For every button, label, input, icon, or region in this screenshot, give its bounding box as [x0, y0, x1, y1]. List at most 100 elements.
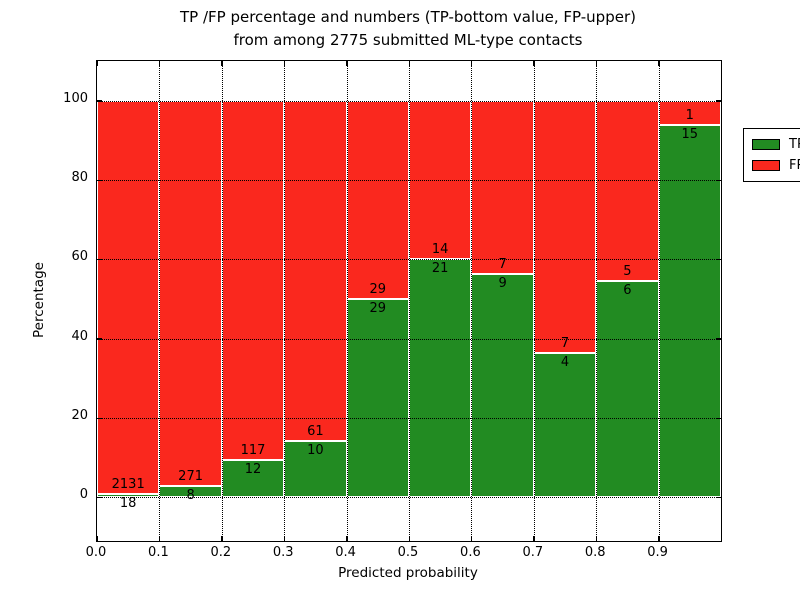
chart-title-line1: TP /FP percentage and numbers (TP-bottom… — [180, 8, 636, 26]
x-tick-mark — [283, 61, 286, 66]
x-tick-mark — [283, 536, 286, 541]
fp-count-label: 271 — [178, 468, 204, 484]
y-tick-mark — [97, 338, 102, 340]
tp-count-label: 15 — [681, 127, 699, 143]
tp-count-label: 21 — [431, 261, 449, 277]
fp-count-label: 117 — [240, 443, 266, 459]
tp-count-label: 4 — [560, 355, 570, 371]
v-gridline — [159, 61, 161, 541]
y-axis-label: Percentage — [31, 262, 47, 338]
tp-count-label: 6 — [623, 282, 632, 298]
x-tick-mark — [470, 61, 473, 66]
y-tick-mark — [97, 100, 102, 102]
tp-bar-segment — [409, 259, 472, 498]
x-tick-mark — [595, 61, 598, 66]
legend-item-fp: FP — [752, 155, 800, 176]
v-gridline — [284, 61, 286, 541]
x-tick-label: 0.7 — [522, 545, 544, 560]
fp-bar-segment — [533, 100, 597, 354]
bar-labels-layer: 2131 18 271 8 117 12 61 10 29 29 14 21 7 9 7 4 5 6 1 15 — [97, 61, 721, 541]
x-tick-label: 0.8 — [584, 545, 606, 560]
x-tick-mark — [221, 536, 223, 541]
x-tick-label: 0.1 — [148, 545, 169, 560]
y-tick-label: 60 — [71, 249, 88, 265]
fp-legend-label: FP — [789, 158, 800, 173]
tp-count-label: 18 — [119, 496, 137, 512]
v-gridline — [346, 61, 348, 541]
x-tick-mark — [595, 536, 598, 541]
x-tick-mark — [408, 61, 410, 66]
chart-title-line2: from among 2775 submitted ML-type contac… — [233, 31, 583, 49]
tp-legend-label: TP — [789, 137, 800, 152]
grid-layer — [97, 61, 721, 541]
x-tick-mark — [221, 61, 223, 66]
x-tick-mark — [470, 536, 473, 541]
y-tick-mark — [97, 179, 102, 181]
y-tick-label: 80 — [71, 170, 88, 185]
ticks-layer — [96, 61, 721, 541]
fp-count-label: 2131 — [111, 477, 145, 493]
x-tick-mark — [96, 536, 98, 541]
tp-bar-segment — [97, 494, 160, 498]
x-tick-mark — [658, 536, 660, 541]
fp-count-label: 5 — [623, 263, 632, 279]
tp-legend-swatch — [752, 139, 780, 150]
bars-layer — [97, 61, 721, 541]
fp-bar-segment — [221, 100, 285, 461]
x-tick-label: 0.9 — [647, 545, 668, 560]
x-tick-mark — [533, 536, 535, 541]
x-tick-mark — [658, 61, 660, 66]
x-tick-mark — [158, 61, 161, 66]
fp-count-label: 7 — [498, 257, 507, 273]
fp-count-label: 1 — [685, 108, 694, 124]
fp-bar-segment — [658, 100, 721, 126]
v-gridline — [409, 61, 410, 541]
tp-count-label: 8 — [186, 487, 195, 503]
y-tick-mark — [97, 496, 102, 499]
y-tick-mark — [716, 338, 721, 340]
v-gridline — [533, 61, 535, 541]
y-tick-label: 20 — [71, 408, 88, 424]
fp-bar-segment — [284, 100, 347, 442]
y-tick-mark — [716, 496, 721, 499]
v-gridline — [596, 61, 598, 541]
x-axis-label: Predicted probability — [338, 565, 478, 581]
x-tick-label: 0.4 — [335, 545, 356, 560]
x-tick-mark — [346, 536, 348, 541]
legend-item-tp: TP — [752, 134, 800, 155]
fp-bar-segment — [159, 100, 222, 486]
tp-bar-segment — [221, 460, 285, 498]
fp-count-label: 61 — [307, 424, 324, 440]
y-tick-mark — [716, 100, 721, 102]
fp-count-label: 29 — [369, 282, 387, 298]
tp-count-label: 9 — [498, 276, 507, 292]
x-tick-label: 0.5 — [397, 545, 419, 560]
y-tick-mark — [716, 179, 721, 181]
tp-bar-segment — [471, 274, 534, 498]
tp-count-label: 12 — [244, 462, 262, 478]
y-tick-mark — [716, 258, 721, 261]
x-tick-label: 0.6 — [460, 545, 481, 560]
x-tick-mark — [346, 61, 348, 66]
tp-count-label: 29 — [369, 301, 387, 317]
y-tick-mark — [97, 258, 102, 261]
chart-title: TP /FP percentage and numbers (TP-bottom… — [96, 6, 720, 52]
fp-bar-segment — [97, 100, 160, 495]
v-gridline — [471, 61, 473, 541]
legend: TP FP — [743, 128, 800, 182]
y-tick-label: 0 — [79, 487, 88, 503]
fp-count-label: 14 — [431, 242, 449, 258]
v-gridline — [221, 61, 223, 541]
fp-bar-segment — [471, 100, 534, 275]
x-tick-mark — [158, 536, 161, 541]
fp-count-label: 7 — [560, 336, 570, 352]
v-gridline — [658, 61, 660, 541]
fp-legend-swatch — [752, 160, 780, 171]
x-tick-mark — [533, 61, 535, 66]
y-tick-mark — [97, 417, 102, 420]
x-tick-label: 0.2 — [210, 545, 232, 560]
x-tick-label: 0.0 — [85, 545, 107, 560]
y-tick-mark — [716, 417, 721, 420]
